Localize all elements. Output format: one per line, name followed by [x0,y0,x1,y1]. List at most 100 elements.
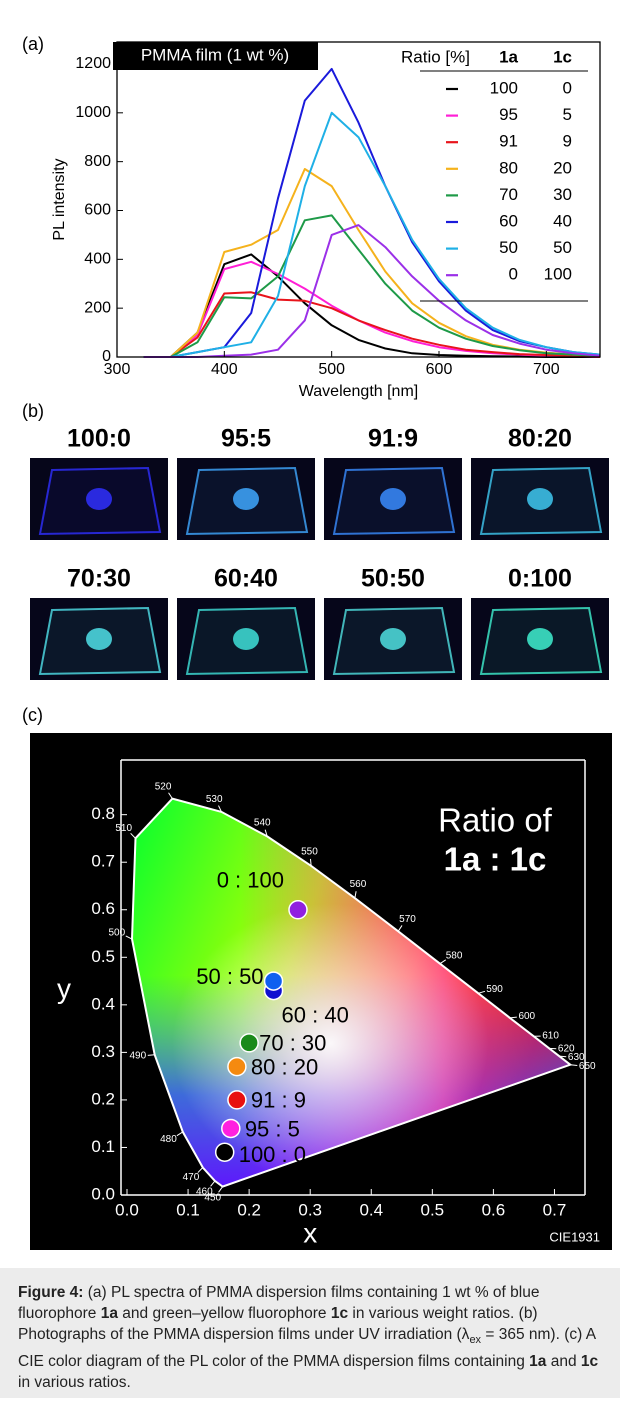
x-tick-label: 300 [104,361,131,378]
locus-tick [147,1054,155,1056]
figure: (a)(b)(c)300 400 500 600 7000200400600800100… [22,34,612,1250]
wavelength-label: 530 [206,794,223,805]
y-tick-label: 0.7 [91,852,115,871]
photo-spot [527,488,553,510]
wavelength-label: 480 [160,1134,177,1145]
legend-cell: 100 [544,265,572,284]
x-tick-label: 700 [533,361,560,378]
spectrum-line [143,224,601,358]
photo-label: 95:5 [221,425,271,453]
point-label: 70 : 30 [259,1031,326,1056]
x-axis-label: x [303,1217,317,1248]
legend-cell: 0 [563,78,572,97]
caption-text: in various ratios. [18,1374,131,1392]
x-tick-label: 600 [426,361,453,378]
y-tick-label: 0.5 [91,947,115,966]
wavelength-label: 550 [301,847,318,858]
locus-tick [264,829,268,837]
y-tick-label: 1200 [75,55,111,72]
wavelength-label: 540 [254,818,271,829]
x-tick-label: 0.2 [237,1200,261,1219]
caption-text: 1a [100,1305,118,1322]
wavelength-label: 490 [129,1051,146,1062]
caption-text: 1c [580,1353,599,1371]
data-point [227,1056,247,1077]
y-tick-label: 0.3 [91,1042,115,1061]
wavelength-label: 560 [350,879,367,890]
spectrum-line [143,253,600,358]
x-tick-label: 0.1 [176,1200,200,1219]
wavelength-label: 620 [558,1044,575,1055]
legend-header: 1a [499,47,518,66]
wavelength-label: 580 [446,951,463,962]
data-point [227,1090,247,1110]
x-tick-label: 400 [211,361,238,378]
locus-tick [309,858,312,866]
photo-spot [527,628,553,650]
wavelength-label: 590 [486,984,503,995]
point-label: 50 : 50 [196,964,263,989]
y-tick-label: 800 [84,153,111,170]
photo-label: 70:30 [67,565,131,593]
wavelength-label: 630 [568,1052,585,1063]
annotation: 1a : 1c [444,841,547,878]
legend-cell: 5 [563,105,572,124]
photo-label: 91:9 [368,425,418,453]
locus-tick [218,805,222,813]
locus-tick [210,1180,216,1187]
legend-header: 1c [553,47,572,66]
caption-text: and green–yellow fluorophore [117,1305,331,1322]
data-point [214,1142,235,1162]
legend-cell: 100 [490,78,518,97]
annotation-box [113,42,318,70]
caption-label: Figure 4: [18,1284,84,1301]
point-label: 0 : 100 [217,868,284,893]
caption-text: and [546,1353,581,1371]
y-tick-label: 0.2 [91,1089,115,1108]
spectrum-line [143,214,601,358]
data-point [239,1033,259,1053]
y-tick-label: 0.0 [91,1184,115,1203]
panel-label: (c) [22,705,43,725]
y-tick-label: 0.8 [91,804,115,823]
photo-label: 100:0 [67,425,131,453]
locus-tick [570,1064,578,1067]
y-axis-label: y [57,973,71,1004]
wavelength-label: 510 [115,823,132,834]
locus-tick [509,1016,517,1019]
y-tick-label: 0.6 [91,899,115,918]
legend-cell: 80 [499,158,518,177]
locus-tick [130,832,136,839]
locus-tick [559,1055,567,1058]
locus-tick [354,891,357,899]
annotation: PMMA film (1 wt %) [141,45,289,64]
y-tick-label: 0 [102,348,111,365]
annotation: Ratio of [438,802,553,839]
legend-cell: 50 [553,238,572,257]
photo-label: 50:50 [361,565,425,593]
panel-label: (b) [22,401,44,421]
point-label: 95 : 5 [245,1116,300,1141]
legend-cell: 20 [553,158,572,177]
wavelength-label: 610 [542,1031,559,1042]
photo-spot [86,488,112,510]
point-label: 91 : 9 [251,1088,306,1113]
legend-cell: 40 [553,211,572,230]
plot-frame [116,41,601,358]
spectral-locus [130,797,573,1188]
wavelength-label: 470 [183,1172,200,1183]
photo-spot [380,488,406,510]
locus-tick [439,959,447,965]
y-tick-label: 200 [84,299,111,316]
legend-cell: 95 [499,105,518,124]
locus-tick [218,1186,224,1193]
x-tick-label: 0.6 [482,1200,506,1219]
data-point [221,1118,241,1139]
spectrum-line [143,291,601,358]
caption-text: in various weight ratios. (b) Photograph… [18,1305,538,1343]
caption-text: 1a [529,1353,547,1371]
x-tick-label: 0.3 [298,1200,322,1219]
wavelength-label: 500 [108,927,125,938]
photo-spot [233,628,259,650]
